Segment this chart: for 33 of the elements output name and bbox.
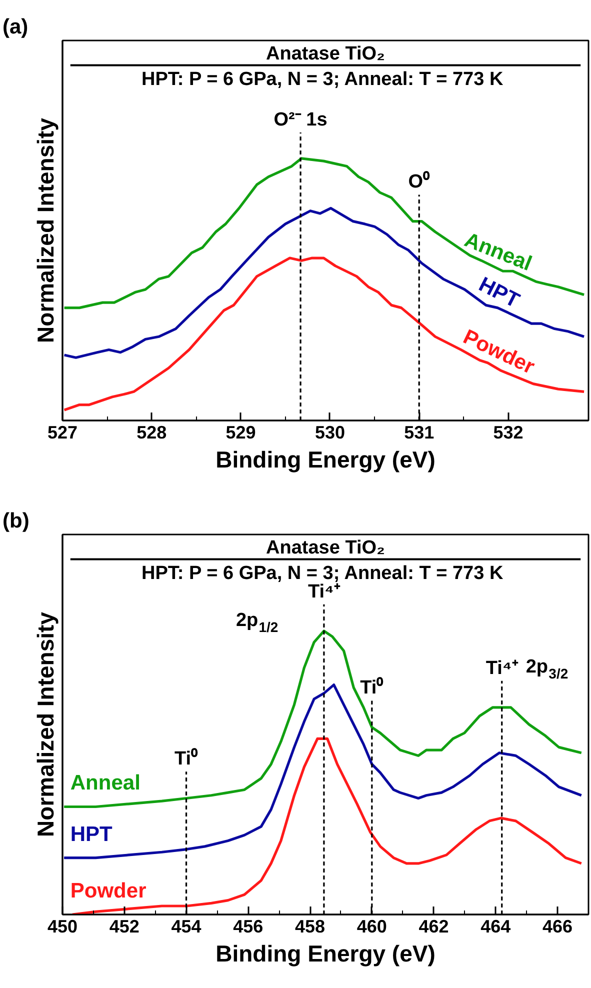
chart-subtitle: HPT: P = 6 GPa, N = 3; Anneal: T = 773 K xyxy=(142,69,504,90)
ref-line-label: Ti⁰ xyxy=(174,748,198,770)
x-tick-label: 456 xyxy=(233,916,264,936)
text: HPT xyxy=(475,272,524,313)
x-tick-label: 462 xyxy=(418,916,449,936)
series-label: HPT xyxy=(70,822,113,846)
x-tick-label: 527 xyxy=(47,422,78,442)
y-axis-title: Normalized Intensity xyxy=(32,118,58,343)
x-tick-label: 452 xyxy=(109,916,140,936)
x-tick-label: 464 xyxy=(480,916,511,936)
ref-line-label: Ti⁰ xyxy=(360,676,384,699)
text: (a) xyxy=(2,16,28,38)
x-tick-label: 530 xyxy=(314,422,345,442)
x-tick-label: 454 xyxy=(171,916,202,936)
x-axis-title: Binding Energy (eV) xyxy=(216,940,436,966)
x-tick-label: 531 xyxy=(404,422,434,442)
chart-title: Anatase TiO₂ xyxy=(266,538,385,558)
text: (b) xyxy=(2,510,30,532)
x-tick-label: 528 xyxy=(136,422,167,442)
series-label: Anneal xyxy=(70,772,140,795)
ref-line-label: Ti⁴⁺ xyxy=(486,658,519,679)
ref-line-label: O²⁻ 1s xyxy=(274,110,328,131)
x-tick-label: 458 xyxy=(295,916,326,936)
chart-title: Anatase TiO₂ xyxy=(266,44,385,64)
x-tick-label: 466 xyxy=(542,916,573,936)
x-axis-title: Binding Energy (eV) xyxy=(216,446,436,472)
ref-line-label: O⁰ xyxy=(408,170,430,193)
x-tick-label: 460 xyxy=(356,916,387,936)
y-axis-title: Normalized Intensity xyxy=(32,612,58,837)
x-tick-label: 529 xyxy=(226,422,256,442)
series-label: Powder xyxy=(70,880,146,902)
x-tick-label: 532 xyxy=(493,422,524,442)
x-tick-label: 450 xyxy=(47,916,78,936)
